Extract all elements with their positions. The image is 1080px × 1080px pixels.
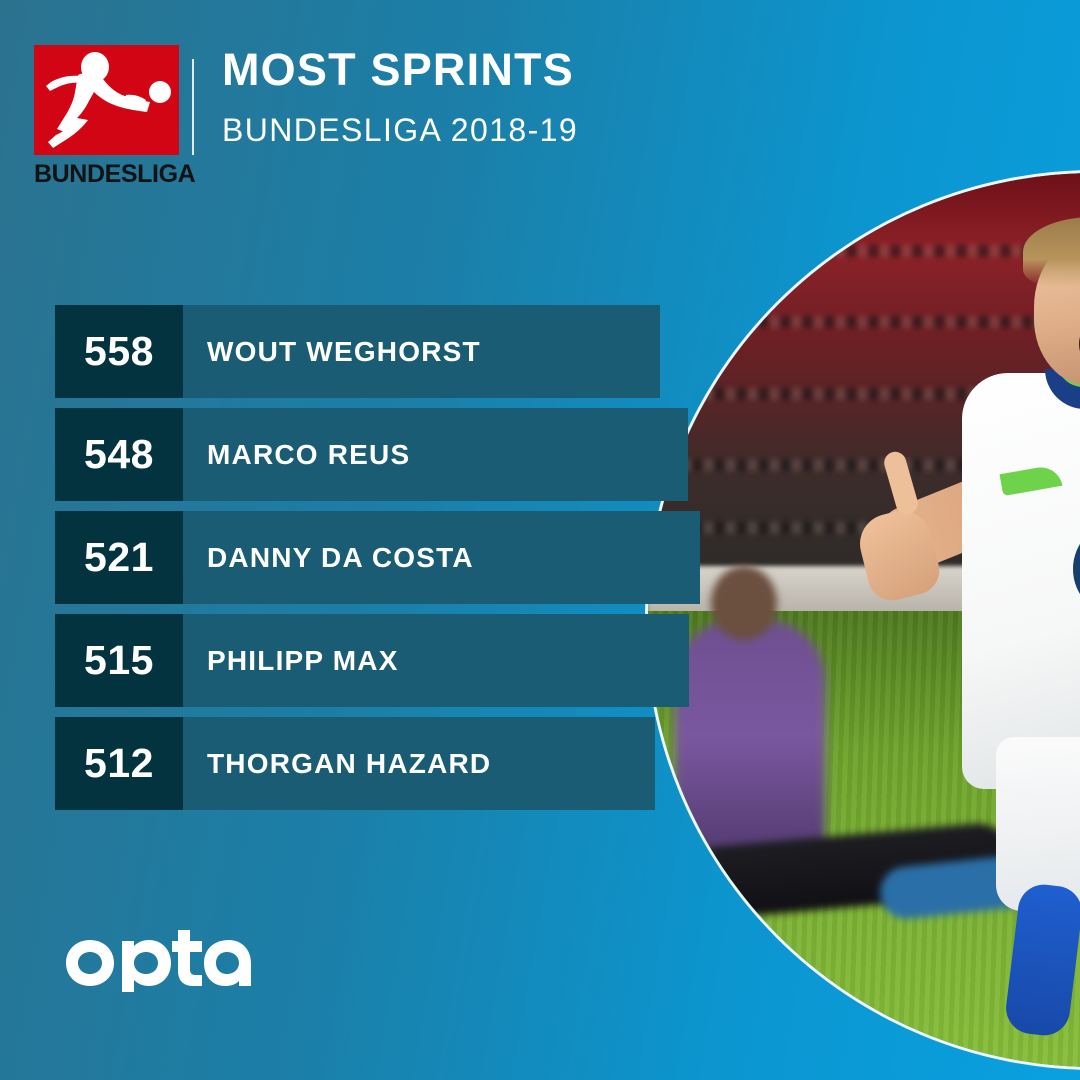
row-value: 548 xyxy=(84,431,154,477)
row-player-name: MARCO REUS xyxy=(207,438,411,470)
row-value-box: 515 xyxy=(55,614,183,707)
bundesliga-wordmark: BUNDESLIGA xyxy=(34,160,196,188)
title-block: MOST SPRINTS BUNDESLIGA 2018-19 xyxy=(222,47,578,146)
player-photo-circle: W 9 xyxy=(648,173,1080,1067)
crowd-row xyxy=(648,244,1080,257)
player-shirt xyxy=(962,373,1080,790)
vw-sponsor-logo xyxy=(1073,520,1080,617)
player-photo: W 9 xyxy=(648,173,1080,1067)
bundesliga-logo: BUNDESLIGA xyxy=(34,45,196,188)
background-player-blurred xyxy=(674,620,825,880)
player-mouth xyxy=(1078,316,1080,371)
crowd-row xyxy=(648,316,1080,329)
row-player-name: WOUT WEGHORST xyxy=(207,335,481,367)
main-player-figure: W 9 xyxy=(853,200,1080,1067)
row-value-box: 521 xyxy=(55,511,183,604)
header-divider xyxy=(192,59,194,155)
row-value: 515 xyxy=(84,637,154,683)
page-subtitle: BUNDESLIGA 2018-19 xyxy=(222,112,579,148)
page-title: MOST SPRINTS xyxy=(222,44,574,95)
row-value-box: 548 xyxy=(55,408,183,501)
row-value: 558 xyxy=(84,328,154,374)
row-value-box: 558 xyxy=(55,305,183,398)
row-value: 521 xyxy=(84,534,154,580)
row-player-name: THORGAN HAZARD xyxy=(207,747,492,779)
background-player-head xyxy=(710,566,777,641)
header: BUNDESLIGA MOST SPRINTS BUNDESLIGA 2018-… xyxy=(34,45,654,215)
row-value-box: 512 xyxy=(55,717,183,810)
player-shorts xyxy=(995,737,1080,911)
row-player-name: PHILIPP MAX xyxy=(207,644,399,676)
row-player-name: DANNY DA COSTA xyxy=(207,541,474,573)
row-value: 512 xyxy=(84,740,154,786)
bundesliga-mark-icon xyxy=(34,45,179,155)
opta-logo xyxy=(60,930,260,992)
